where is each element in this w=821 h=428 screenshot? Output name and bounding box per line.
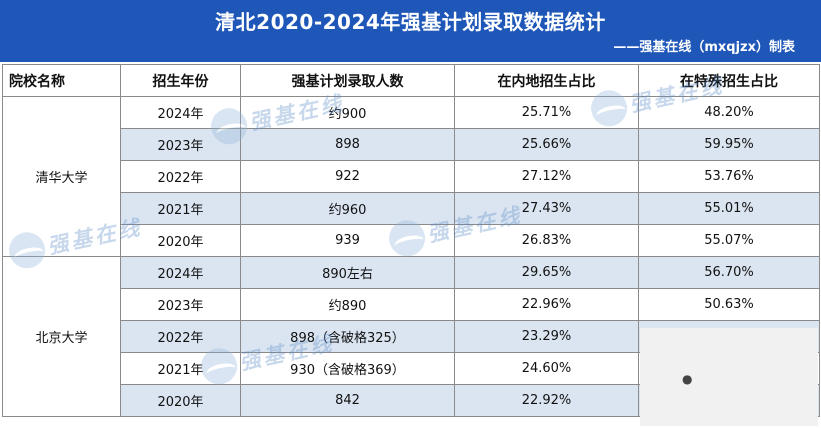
year-cell: 2021年 xyxy=(120,192,241,225)
table-row: 2021年 930（含破格369） 24.60% xyxy=(3,352,820,385)
mainland-ratio-cell: 22.92% xyxy=(454,384,639,417)
count-cell: 898（含破格325） xyxy=(240,320,455,353)
col-header-year: 招生年份 xyxy=(120,64,241,97)
year-cell: 2023年 xyxy=(120,288,241,321)
year-cell: 2021年 xyxy=(120,352,241,385)
table-row: 北京大学 2024年 890左右 29.65% 56.70% xyxy=(2,256,820,417)
table-row: 2020年 842 22.92% xyxy=(3,384,820,417)
title-banner: 清北2020-2024年强基计划录取数据统计 ——强基在线（mxqjzx）制表 xyxy=(0,0,821,62)
page-title: 清北2020-2024年强基计划录取数据统计 xyxy=(215,10,606,34)
special-ratio-cell: 56.70% xyxy=(638,256,820,289)
table-row: 2020年 939 26.83% 55.07% xyxy=(3,224,820,257)
count-cell: 约900 xyxy=(240,96,455,129)
mainland-ratio-cell: 22.96% xyxy=(454,288,639,321)
admission-table: 院校名称 招生年份 强基计划录取人数 在内地招生占比 在特殊招生占比 清华大学 … xyxy=(2,64,820,417)
year-cell: 2022年 xyxy=(120,160,241,193)
table-row: 2023年 898 25.66% 59.95% xyxy=(3,128,820,161)
year-cell: 2020年 xyxy=(120,224,241,257)
count-cell: 898 xyxy=(240,128,455,161)
year-cell: 2024年 xyxy=(120,256,241,289)
special-ratio-cell xyxy=(638,320,820,353)
table-row: 2022年 898（含破格325） 23.29% xyxy=(3,320,820,353)
special-ratio-cell xyxy=(638,352,820,385)
col-header-special: 在特殊招生占比 xyxy=(638,64,820,97)
mainland-ratio-cell: 27.12% xyxy=(454,160,639,193)
table-row: 2021年 约960 27.43% 55.01% xyxy=(3,192,820,225)
special-ratio-cell: 53.76% xyxy=(638,160,820,193)
count-cell: 842 xyxy=(240,384,455,417)
special-ratio-cell: 55.07% xyxy=(638,224,820,257)
col-header-count: 强基计划录取人数 xyxy=(240,64,455,97)
table-row: 清华大学 2024年 约900 25.71% 48.20% xyxy=(2,96,820,257)
mainland-ratio-cell: 24.60% xyxy=(454,352,639,385)
page-subtitle: ——强基在线（mxqjzx）制表 xyxy=(613,40,795,55)
count-cell: 约890 xyxy=(240,288,455,321)
col-header-school: 院校名称 xyxy=(2,64,121,97)
mainland-ratio-cell: 23.29% xyxy=(454,320,639,353)
special-ratio-cell: 48.20% xyxy=(638,96,820,129)
count-cell: 930（含破格369） xyxy=(240,352,455,385)
table-header-row: 院校名称 招生年份 强基计划录取人数 在内地招生占比 在特殊招生占比 xyxy=(2,64,820,97)
count-cell: 890左右 xyxy=(240,256,455,289)
mainland-ratio-cell: 25.71% xyxy=(454,96,639,129)
mainland-ratio-cell: 29.65% xyxy=(454,256,639,289)
school-name-tsinghua: 清华大学 xyxy=(2,96,121,257)
count-cell: 939 xyxy=(240,224,455,257)
year-cell: 2020年 xyxy=(120,384,241,417)
year-cell: 2024年 xyxy=(120,96,241,129)
count-cell: 922 xyxy=(240,160,455,193)
mainland-ratio-cell: 26.83% xyxy=(454,224,639,257)
year-cell: 2023年 xyxy=(120,128,241,161)
col-header-mainland: 在内地招生占比 xyxy=(454,64,639,97)
mainland-ratio-cell: 25.66% xyxy=(454,128,639,161)
table-row: 2023年 约890 22.96% 50.63% xyxy=(3,288,820,321)
special-ratio-cell: 59.95% xyxy=(638,128,820,161)
mainland-ratio-cell: 27.43% xyxy=(454,192,639,225)
table-row: 2022年 922 27.12% 53.76% xyxy=(3,160,820,193)
year-cell: 2022年 xyxy=(120,320,241,353)
school-name-peking: 北京大学 xyxy=(2,256,121,417)
special-ratio-cell: 55.01% xyxy=(638,192,820,225)
special-ratio-cell: 50.63% xyxy=(638,288,820,321)
count-cell: 约960 xyxy=(240,192,455,225)
special-ratio-cell xyxy=(638,384,820,417)
